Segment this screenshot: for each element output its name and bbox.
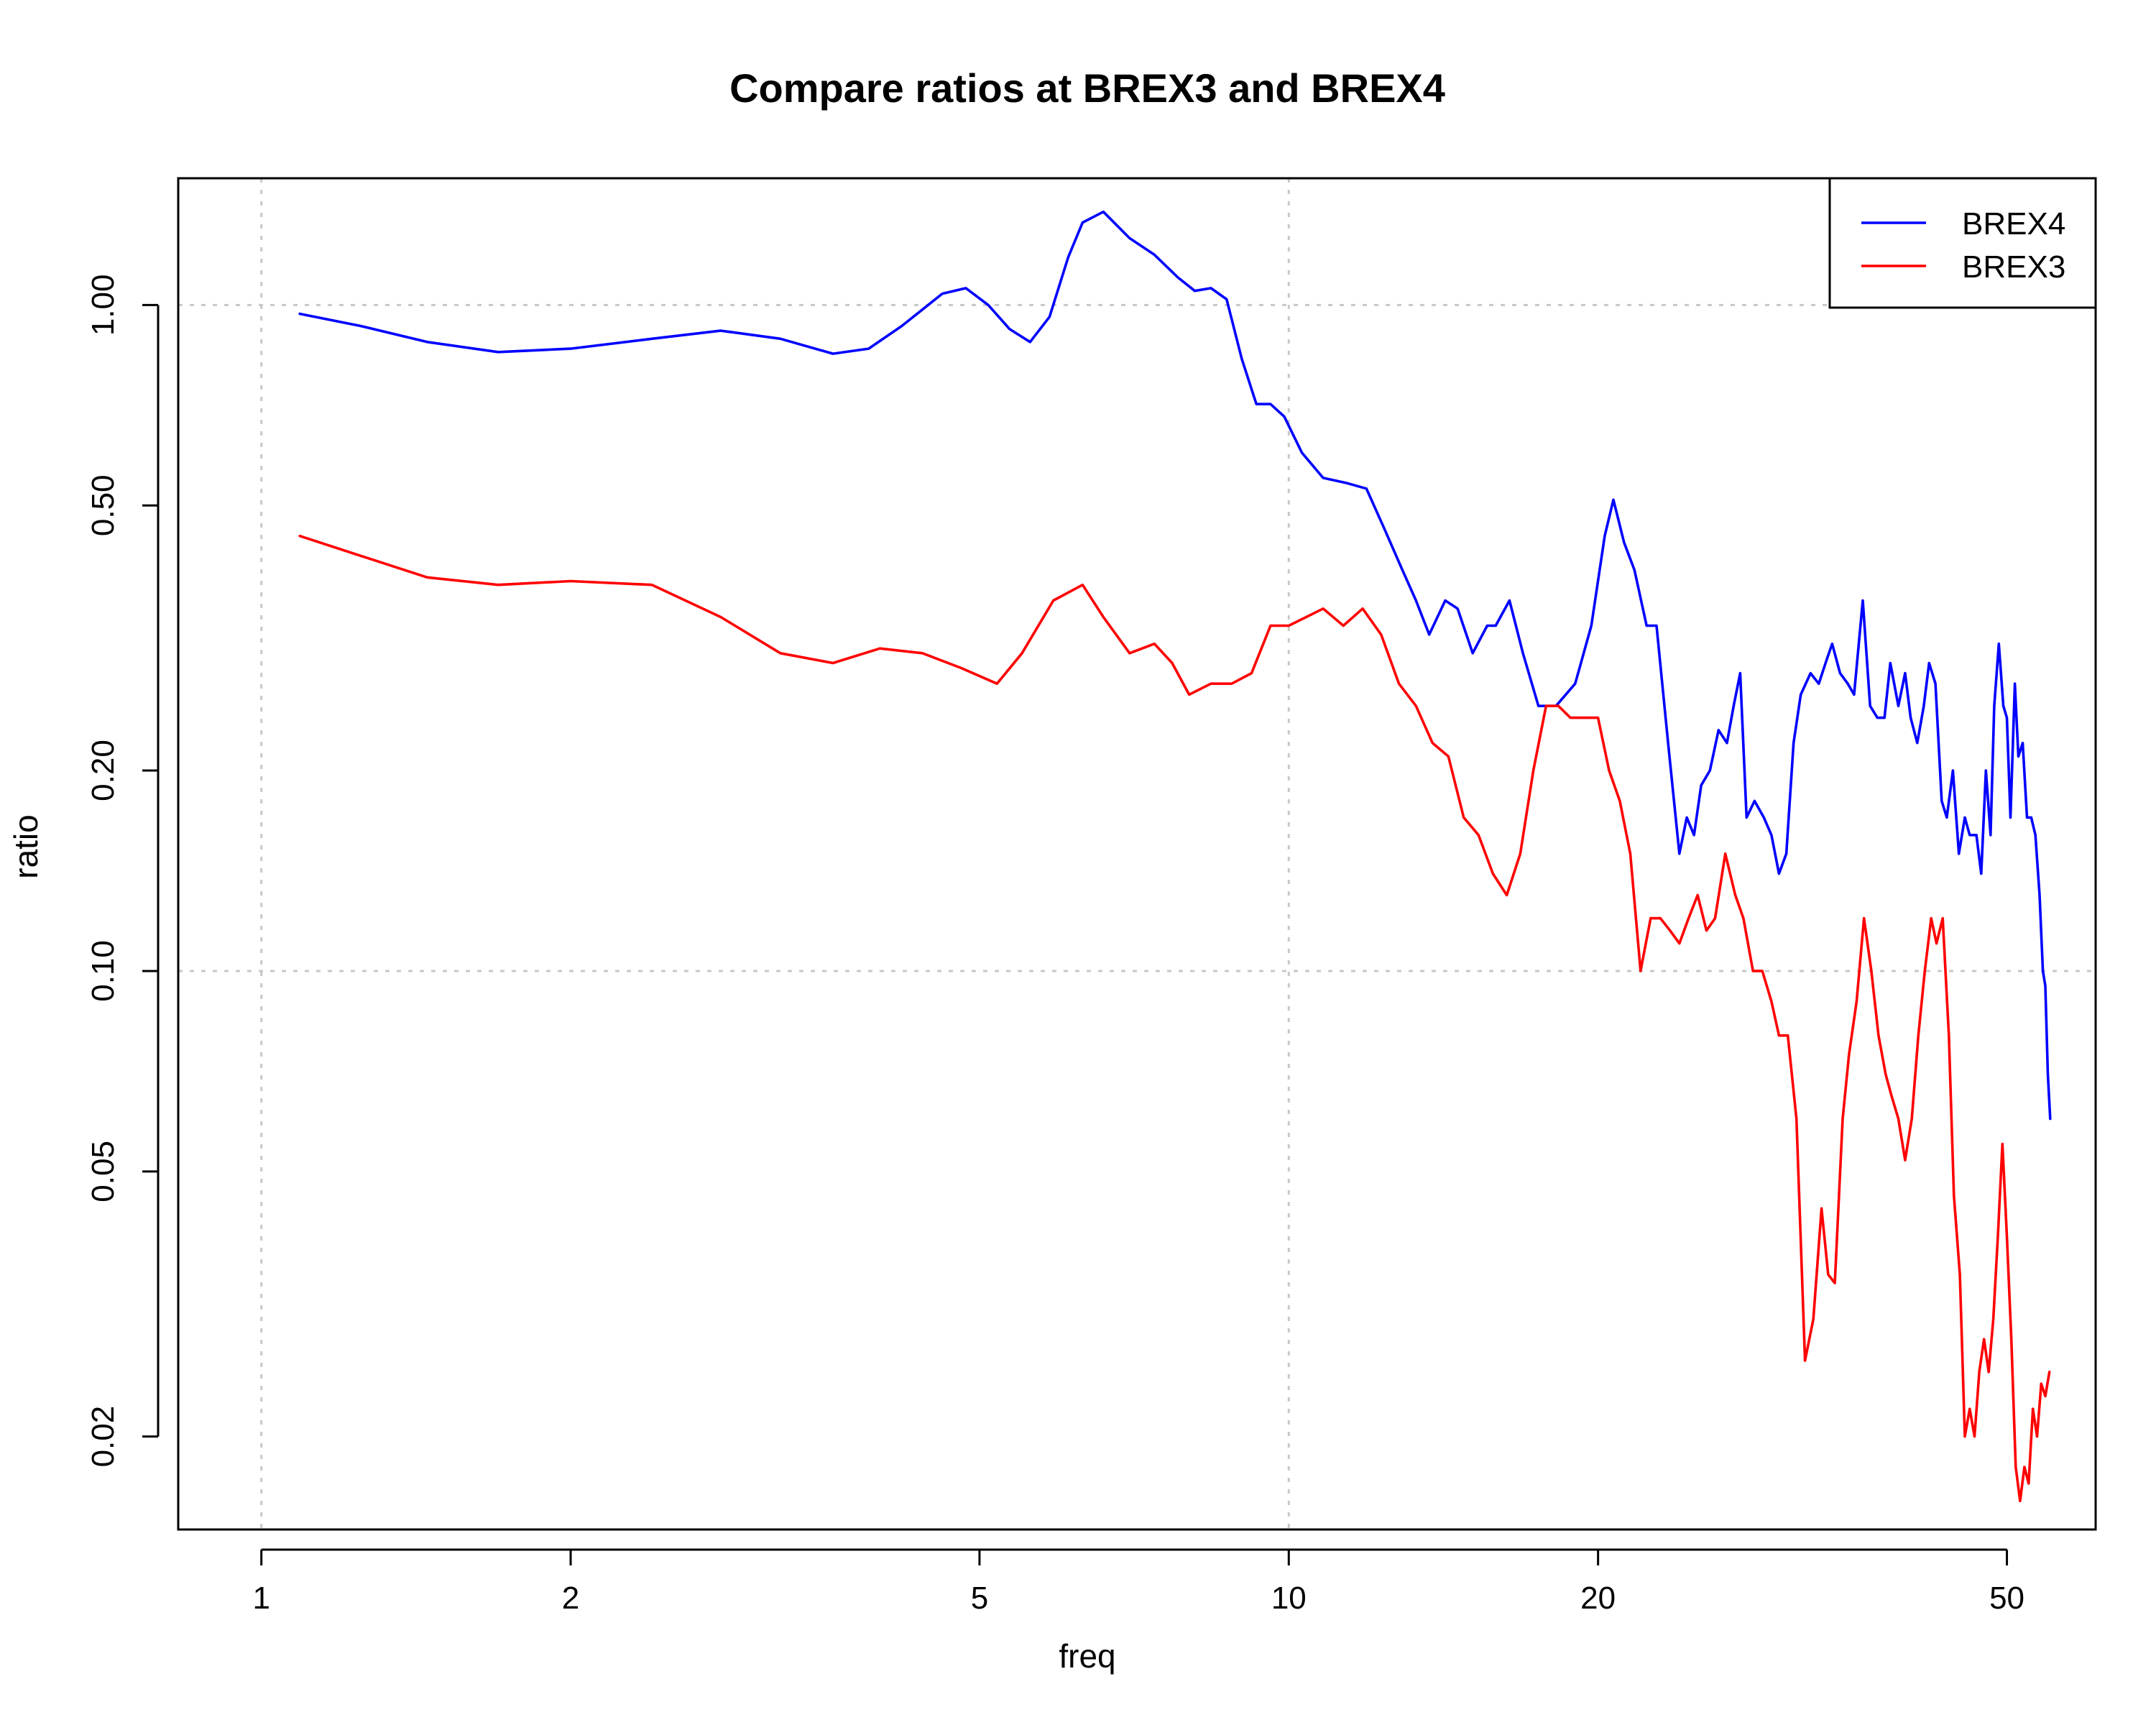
x-tick-label-20: 20 (1580, 1581, 1616, 1616)
series-layer (298, 210, 2052, 1503)
grid (178, 178, 2096, 1530)
legend-label-brex4: BREX4 (1962, 206, 2065, 242)
y-tick-label-0.1: 0.10 (86, 940, 121, 1002)
chart-title: Compare ratios at BREX3 and BREX4 (729, 65, 1445, 111)
x-tick-label-10: 10 (1271, 1581, 1307, 1616)
y-tick-label-0.5: 0.50 (86, 474, 121, 536)
x-tick-label-50: 50 (1989, 1581, 2024, 1616)
x-axis-label: freq (1059, 1637, 1115, 1675)
series-line-brex3 (298, 534, 2051, 1503)
x-tick-label-5: 5 (971, 1581, 988, 1616)
x-tick-label-2: 2 (562, 1581, 579, 1616)
plot-frame (177, 177, 2097, 1531)
x-tick-label-1: 1 (252, 1581, 270, 1616)
legend-label-brex3: BREX3 (1962, 249, 2065, 285)
legend-box (1828, 177, 2097, 309)
series-line-brex4 (298, 210, 2052, 1121)
y-tick-label-0.05: 0.05 (86, 1141, 121, 1202)
y-tick-label-0.02: 0.02 (86, 1406, 121, 1468)
legend: BREX4 BREX3 (1828, 177, 2097, 309)
y-tick-label-0.2: 0.20 (86, 740, 121, 801)
y-axis-label: ratio (7, 814, 45, 878)
y-tick-label-1: 1.00 (86, 275, 121, 336)
axes: 1 2 5 10 20 50 0.02 0.05 0.10 0.20 0.50 1.00 (86, 177, 2097, 1616)
